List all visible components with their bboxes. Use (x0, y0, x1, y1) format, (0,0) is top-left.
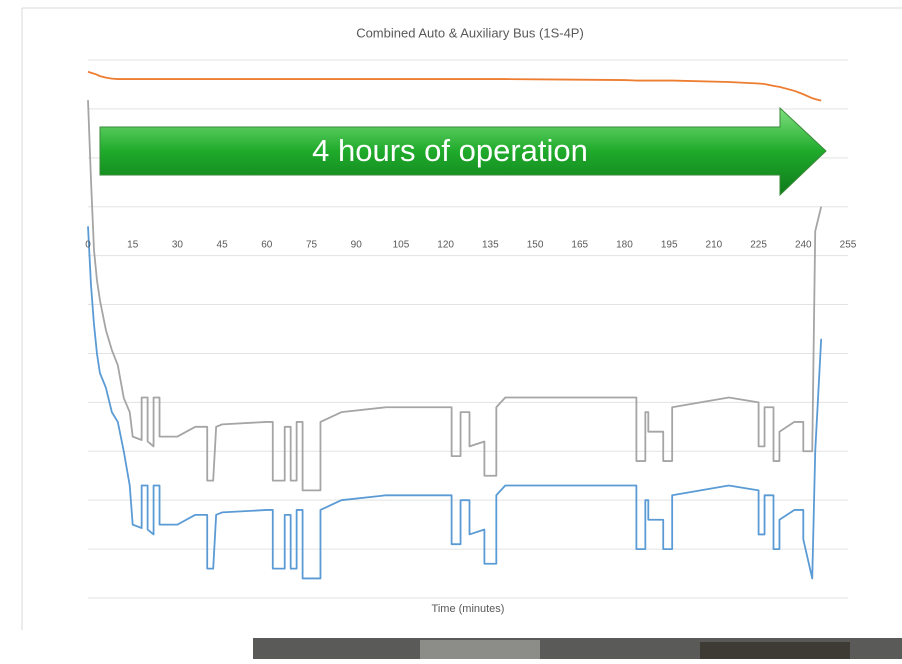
x-tick-label: 90 (351, 240, 363, 251)
chart: Combined Auto & Auxiliary Bus (1S-4P) 0 1… (0, 0, 902, 659)
x-tick-label: 15 (127, 240, 139, 251)
x-tick-label: 180 (616, 240, 633, 251)
x-tick-label: 105 (393, 240, 410, 251)
x-tick-label: 150 (527, 240, 544, 251)
x-tick-label: 195 (661, 240, 678, 251)
x-tick-label: 30 (172, 240, 184, 251)
photo-detail (700, 642, 850, 659)
x-tick-label: 240 (795, 240, 812, 251)
x-tick-label: 225 (750, 240, 767, 251)
x-tick-label: 75 (306, 240, 318, 251)
x-tick-label: 120 (437, 240, 454, 251)
page: {"chart_data": { "type": "line", "title"… (0, 0, 902, 659)
photo-detail (420, 640, 540, 659)
background (0, 0, 902, 659)
chart-title: Combined Auto & Auxiliary Bus (1S-4P) (356, 25, 584, 40)
x-tick-label: 45 (217, 240, 229, 251)
x-axis-label: Time (minutes) (432, 603, 505, 615)
x-tick-label: 60 (261, 240, 273, 251)
x-tick-label: 210 (706, 240, 723, 251)
annotation: 4 hours of operation (312, 133, 588, 168)
x-tick-label: 165 (571, 240, 588, 251)
x-tick-label: 255 (840, 240, 857, 251)
x-tick-label: 0 (85, 240, 91, 251)
x-tick-label: 135 (482, 240, 499, 251)
